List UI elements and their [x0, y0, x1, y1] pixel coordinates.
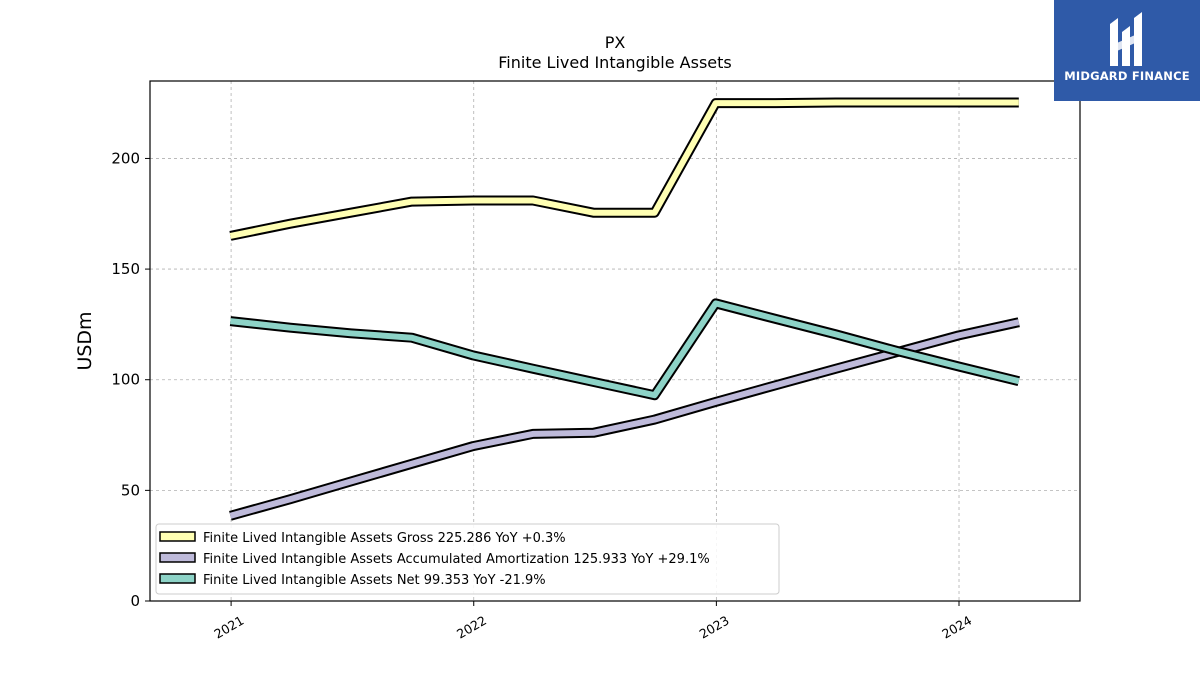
chart-title: PX — [605, 33, 626, 52]
legend-entry-1: Finite Lived Intangible Assets Gross 225… — [159, 531, 566, 546]
x-tick-label: 2024 — [939, 613, 974, 642]
legend-label: Finite Lived Intangible Assets Net 99.35… — [203, 573, 546, 588]
legend-swatch — [159, 531, 196, 542]
grid-lines — [150, 81, 1080, 601]
y-axis: 0 50 100 150 200 — [111, 149, 150, 610]
legend-box — [155, 523, 780, 595]
legend-label: Finite Lived Intangible Assets Gross 225… — [203, 531, 566, 546]
y-tick-label: 50 — [121, 481, 140, 499]
legend-entry-2: Finite Lived Intangible Assets Accumulat… — [159, 552, 710, 567]
legend: Finite Lived Intangible Assets Gross 225… — [155, 523, 780, 595]
chart-subtitle: Finite Lived Intangible Assets — [498, 53, 731, 72]
series-1-line — [229, 97, 1019, 241]
series-3-line — [229, 298, 1020, 401]
series-line-fill — [229, 319, 1020, 519]
series-lines — [229, 97, 1020, 521]
legend-label: Finite Lived Intangible Assets Accumulat… — [203, 552, 710, 567]
y-axis-label: USDm — [74, 311, 96, 370]
plot-frame — [149, 80, 1081, 602]
legend-swatch — [159, 552, 196, 563]
y-tick-label: 100 — [111, 371, 140, 389]
x-tick-label: 2022 — [454, 613, 489, 642]
legend-entry-3: Finite Lived Intangible Assets Net 99.35… — [159, 573, 546, 588]
brand-logo: MIDGARD FINANCE — [1054, 0, 1200, 101]
y-tick-label: 150 — [111, 260, 140, 278]
y-tick-label: 0 — [130, 592, 140, 610]
series-line-fill — [229, 99, 1019, 239]
series-2-line — [229, 317, 1020, 521]
y-tick-label: 200 — [111, 149, 140, 167]
brand-logo-mark-icon — [1110, 12, 1142, 66]
x-tick-label: 2021 — [211, 613, 246, 642]
x-axis: 2021 2022 2023 2024 — [211, 601, 974, 642]
legend-swatch — [159, 573, 196, 584]
x-tick-label: 2023 — [697, 613, 732, 642]
series-line-fill — [230, 300, 1020, 399]
legend-entries: Finite Lived Intangible Assets Gross 225… — [159, 531, 710, 588]
brand-name: MIDGARD FINANCE — [1064, 69, 1190, 83]
